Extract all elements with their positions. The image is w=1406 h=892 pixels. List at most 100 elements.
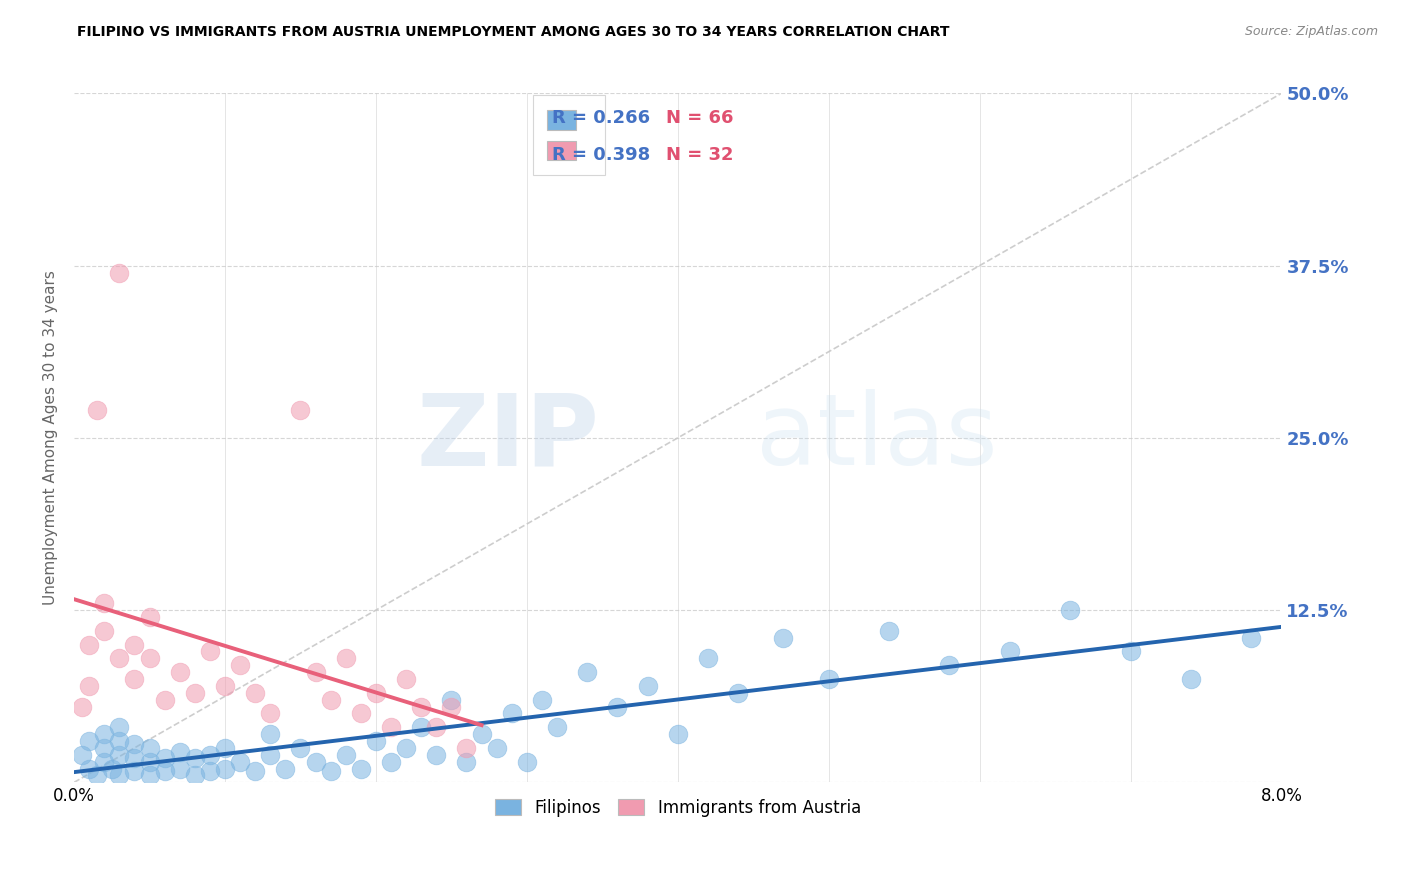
Point bbox=[124, 737, 146, 751]
Point bbox=[1240, 631, 1263, 645]
Point bbox=[335, 651, 357, 665]
Point bbox=[245, 764, 267, 779]
Text: ZIP: ZIP bbox=[416, 390, 599, 486]
Point bbox=[108, 768, 131, 782]
Point bbox=[229, 755, 252, 769]
Text: Source: ZipAtlas.com: Source: ZipAtlas.com bbox=[1244, 25, 1378, 38]
Point bbox=[350, 762, 373, 776]
Point bbox=[637, 679, 659, 693]
Point bbox=[138, 610, 160, 624]
Y-axis label: Unemployment Among Ages 30 to 34 years: Unemployment Among Ages 30 to 34 years bbox=[44, 270, 58, 606]
Point bbox=[70, 699, 93, 714]
Point bbox=[395, 740, 418, 755]
Point bbox=[364, 734, 387, 748]
Point bbox=[440, 699, 463, 714]
Point bbox=[998, 644, 1021, 658]
Point bbox=[198, 764, 221, 779]
Text: R = 0.398: R = 0.398 bbox=[551, 146, 650, 164]
Point bbox=[425, 747, 447, 762]
Point bbox=[259, 727, 281, 741]
Point bbox=[77, 679, 100, 693]
Text: atlas: atlas bbox=[756, 390, 998, 486]
Point bbox=[697, 651, 720, 665]
Point bbox=[335, 747, 357, 762]
Text: N = 66: N = 66 bbox=[666, 109, 734, 127]
Point bbox=[153, 764, 176, 779]
Point bbox=[229, 658, 252, 673]
Point bbox=[184, 750, 207, 764]
Point bbox=[546, 720, 568, 734]
Point bbox=[93, 727, 115, 741]
Point bbox=[259, 747, 281, 762]
Text: FILIPINO VS IMMIGRANTS FROM AUSTRIA UNEMPLOYMENT AMONG AGES 30 TO 34 YEARS CORRE: FILIPINO VS IMMIGRANTS FROM AUSTRIA UNEM… bbox=[77, 25, 950, 39]
Point bbox=[77, 762, 100, 776]
Point bbox=[1180, 672, 1202, 686]
Point bbox=[184, 768, 207, 782]
Point bbox=[501, 706, 523, 721]
Point bbox=[138, 651, 160, 665]
Point bbox=[108, 747, 131, 762]
Point bbox=[576, 665, 599, 679]
Point bbox=[817, 672, 839, 686]
Point bbox=[214, 740, 236, 755]
Point bbox=[93, 596, 115, 610]
Text: R = 0.266: R = 0.266 bbox=[551, 109, 650, 127]
Point bbox=[259, 706, 281, 721]
Point bbox=[198, 644, 221, 658]
Point bbox=[516, 755, 538, 769]
Point bbox=[606, 699, 628, 714]
Point bbox=[169, 745, 191, 759]
Point bbox=[666, 727, 689, 741]
Point bbox=[364, 686, 387, 700]
Point bbox=[153, 750, 176, 764]
Point bbox=[456, 740, 478, 755]
Point bbox=[138, 740, 160, 755]
Point bbox=[101, 762, 124, 776]
Point bbox=[304, 755, 326, 769]
Point bbox=[727, 686, 749, 700]
Point bbox=[138, 755, 160, 769]
Legend: Filipinos, Immigrants from Austria: Filipinos, Immigrants from Austria bbox=[488, 792, 868, 823]
Point bbox=[184, 686, 207, 700]
Point bbox=[350, 706, 373, 721]
Point bbox=[124, 672, 146, 686]
Point bbox=[485, 740, 508, 755]
Point bbox=[169, 762, 191, 776]
Point bbox=[1059, 603, 1081, 617]
Point bbox=[108, 720, 131, 734]
Point bbox=[214, 762, 236, 776]
Point bbox=[938, 658, 960, 673]
Point bbox=[290, 403, 312, 417]
Point bbox=[198, 747, 221, 762]
Point bbox=[138, 768, 160, 782]
Point bbox=[70, 747, 93, 762]
Point bbox=[124, 638, 146, 652]
Point bbox=[319, 764, 342, 779]
Point bbox=[380, 720, 402, 734]
Point bbox=[456, 755, 478, 769]
Point bbox=[169, 665, 191, 679]
Point bbox=[108, 651, 131, 665]
Point bbox=[86, 768, 108, 782]
Text: N = 32: N = 32 bbox=[666, 146, 734, 164]
Point bbox=[153, 692, 176, 706]
Point bbox=[274, 762, 297, 776]
Point bbox=[319, 692, 342, 706]
Point bbox=[93, 624, 115, 638]
Point bbox=[304, 665, 326, 679]
Point bbox=[380, 755, 402, 769]
Point bbox=[93, 755, 115, 769]
Point bbox=[108, 734, 131, 748]
Point bbox=[440, 692, 463, 706]
Point bbox=[877, 624, 900, 638]
Point bbox=[245, 686, 267, 700]
Point bbox=[411, 720, 433, 734]
Point bbox=[772, 631, 794, 645]
Point bbox=[124, 764, 146, 779]
Point bbox=[471, 727, 494, 741]
Point bbox=[86, 403, 108, 417]
Point bbox=[425, 720, 447, 734]
Point bbox=[1119, 644, 1142, 658]
Point bbox=[77, 638, 100, 652]
Point bbox=[93, 740, 115, 755]
